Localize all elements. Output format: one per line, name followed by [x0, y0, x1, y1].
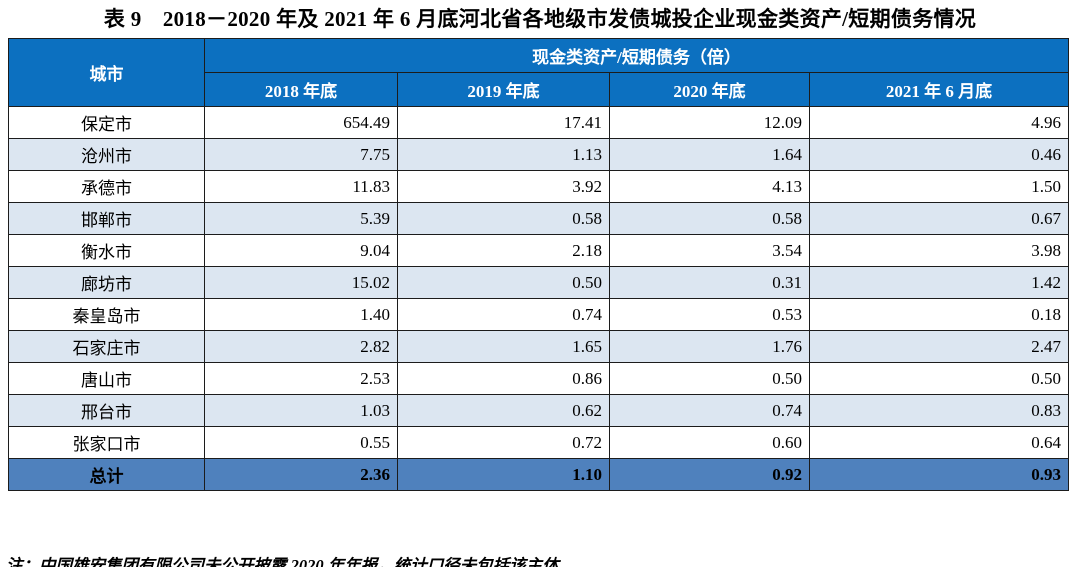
total-value-cell: 0.92	[609, 458, 810, 491]
column-group-header: 现金类资产/短期债务（倍）	[203, 38, 1070, 73]
value-cell: 1.40	[204, 298, 398, 331]
value-cell: 2.18	[397, 234, 610, 267]
table-row-langfang: 廊坊市 15.02 0.50 0.31 1.42	[8, 266, 1070, 299]
table-row-handan: 邯郸市 5.39 0.58 0.58 0.67	[8, 202, 1070, 235]
value-cell: 0.86	[397, 362, 610, 395]
total-value-cell: 0.93	[808, 458, 1070, 491]
value-cell: 0.67	[808, 202, 1070, 235]
table-title: 表 9 2018－2020 年及 2021 年 6 月底河北省各地级市发债城投企…	[103, 7, 977, 31]
table-row-zhangjiakou: 张家口市 0.55 0.72 0.60 0.64	[8, 426, 1070, 459]
value-cell: 0.83	[808, 394, 1070, 427]
value-cell: 2.47	[808, 330, 1070, 363]
value-cell: 4.96	[808, 106, 1070, 139]
value-cell: 1.65	[397, 330, 610, 363]
total-value-cell: 2.36	[204, 458, 398, 491]
total-row: 总计 2.36 1.10 0.92 0.93	[8, 458, 1070, 491]
value-cell: 1.64	[609, 138, 810, 171]
value-cell: 0.18	[808, 298, 1070, 331]
value-cell: 0.58	[397, 202, 610, 235]
value-cell: 0.31	[609, 266, 810, 299]
table-row-baoding: 保定市 654.49 17.41 12.09 4.96	[8, 106, 1070, 139]
value-cell: 0.55	[204, 426, 398, 459]
table-row-cangzhou: 沧州市 7.75 1.13 1.64 0.46	[8, 138, 1070, 171]
value-cell: 3.54	[609, 234, 810, 267]
header-row-group: 城市 现金类资产/短期债务（倍）	[8, 38, 1070, 107]
table-row-chengde: 承德市 11.83 3.92 4.13 1.50	[8, 170, 1070, 203]
table-row-qinhuangdao: 秦皇岛市 1.40 0.74 0.53 0.18	[8, 298, 1070, 331]
city-cell: 衡水市	[8, 234, 205, 267]
value-cell: 0.50	[397, 266, 610, 299]
city-cell: 邯郸市	[8, 202, 205, 235]
table-row-tangshan: 唐山市 2.53 0.86 0.50 0.50	[8, 362, 1070, 395]
value-cell: 0.50	[609, 362, 810, 395]
value-cell: 0.58	[609, 202, 810, 235]
value-cell: 0.74	[609, 394, 810, 427]
value-cell: 11.83	[204, 170, 398, 203]
value-cell: 0.50	[808, 362, 1070, 395]
value-cell: 15.02	[204, 266, 398, 299]
city-cell: 廊坊市	[8, 266, 205, 299]
table-row-hengshui: 衡水市 9.04 2.18 3.54 3.98	[8, 234, 1070, 267]
city-cell: 邢台市	[8, 394, 205, 427]
value-cell: 1.50	[808, 170, 1070, 203]
value-cell: 1.03	[204, 394, 398, 427]
city-cell: 秦皇岛市	[8, 298, 205, 331]
value-cell: 7.75	[204, 138, 398, 171]
city-cell: 保定市	[8, 106, 205, 139]
cash-assets-debt-table: 城市 现金类资产/短期债务（倍） 2018 年底 2019 年底 2020 年底…	[8, 38, 1070, 491]
value-cell: 1.42	[808, 266, 1070, 299]
value-cell: 4.13	[609, 170, 810, 203]
table-header: 城市 现金类资产/短期债务（倍） 2018 年底 2019 年底 2020 年底…	[8, 38, 1070, 107]
city-cell: 唐山市	[8, 362, 205, 395]
value-cell: 17.41	[397, 106, 610, 139]
city-cell: 张家口市	[8, 426, 205, 459]
value-cell: 0.74	[397, 298, 610, 331]
value-cell: 0.62	[397, 394, 610, 427]
value-cell: 0.64	[808, 426, 1070, 459]
value-cell: 12.09	[609, 106, 810, 139]
table-row-xingtai: 邢台市 1.03 0.62 0.74 0.83	[8, 394, 1070, 427]
value-cell: 0.53	[609, 298, 810, 331]
table-body: 保定市 654.49 17.41 12.09 4.96 沧州市 7.75 1.1…	[8, 106, 1070, 491]
city-cell: 沧州市	[8, 138, 205, 171]
value-cell: 0.60	[609, 426, 810, 459]
total-label-cell: 总计	[8, 458, 205, 491]
value-cell: 0.46	[808, 138, 1070, 171]
footnotes: 注：中国雄安集团有限公司未公开披露 2020 年年报，统计口径未包括该主体 资料…	[6, 498, 1080, 567]
value-cell: 2.82	[204, 330, 398, 363]
value-cell: 9.04	[204, 234, 398, 267]
value-cell: 5.39	[204, 202, 398, 235]
column-header-2018: 2018 年底	[204, 72, 398, 107]
city-cell: 承德市	[8, 170, 205, 203]
column-header-2021h1: 2021 年 6 月底	[808, 72, 1070, 107]
column-header-2019: 2019 年底	[397, 72, 610, 107]
value-cell: 3.98	[808, 234, 1070, 267]
column-header-city: 城市	[8, 38, 205, 107]
column-header-2020: 2020 年底	[609, 72, 810, 107]
value-cell: 0.72	[397, 426, 610, 459]
value-cell: 1.13	[397, 138, 610, 171]
value-cell: 2.53	[204, 362, 398, 395]
table-row-shijiazhuang: 石家庄市 2.82 1.65 1.76 2.47	[8, 330, 1070, 363]
city-cell: 石家庄市	[8, 330, 205, 363]
value-cell: 1.76	[609, 330, 810, 363]
value-cell: 3.92	[397, 170, 610, 203]
value-cell: 654.49	[204, 106, 398, 139]
footnote-disclaimer: 注：中国雄安集团有限公司未公开披露 2020 年年报，统计口径未包括该主体	[6, 556, 559, 567]
total-value-cell: 1.10	[397, 458, 610, 491]
header-row-years: 2018 年底 2019 年底 2020 年底 2021 年 6 月底	[9, 72, 1070, 107]
